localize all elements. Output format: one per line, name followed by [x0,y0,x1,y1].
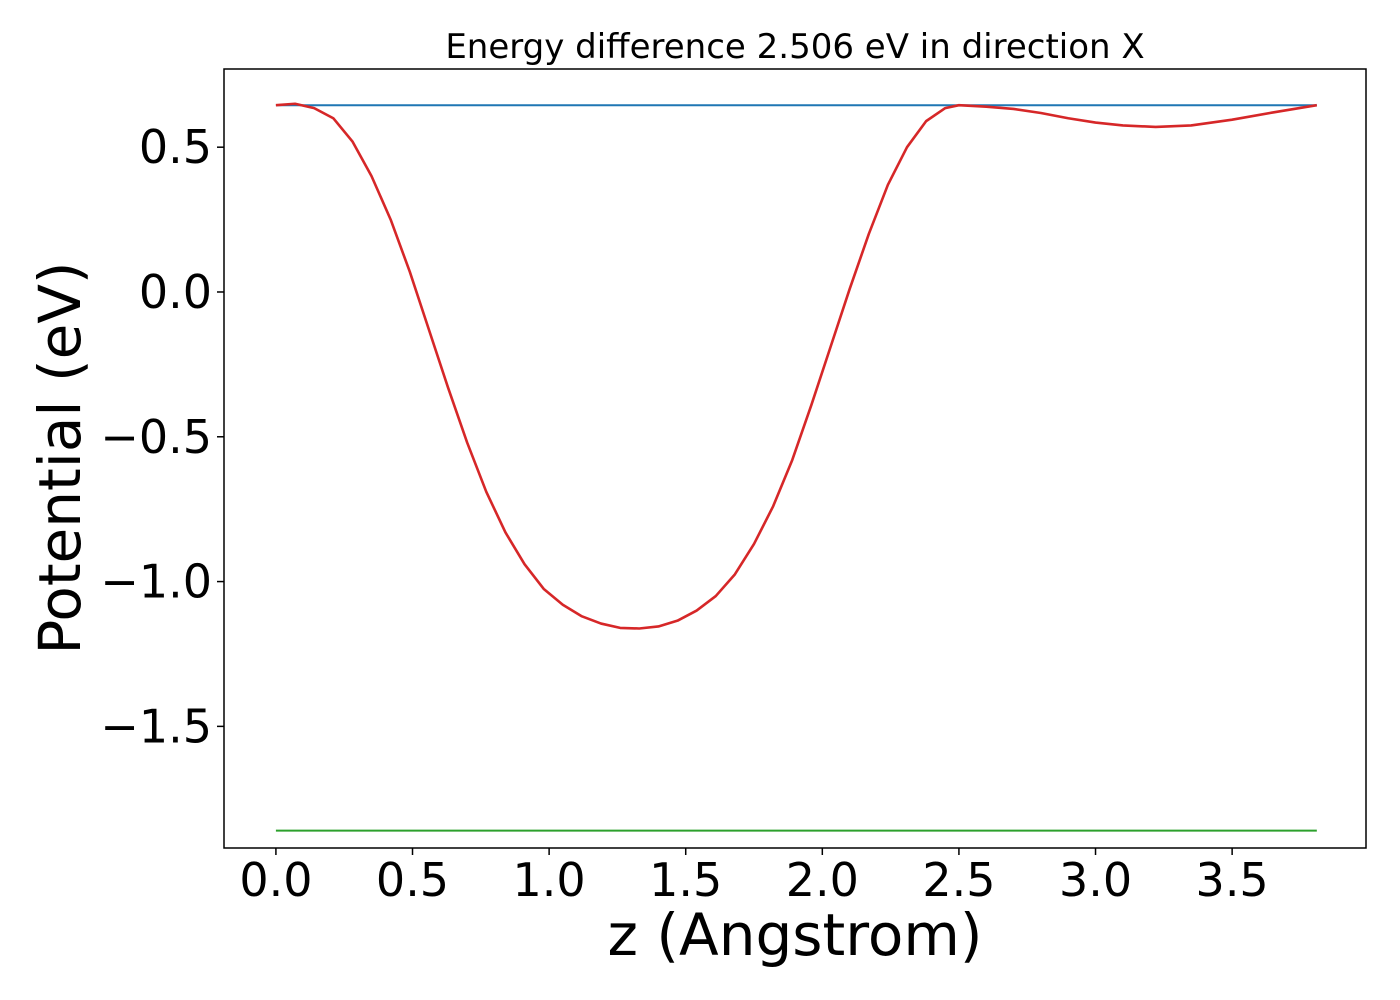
x-ticks: 0.0 0.5 1.0 1.5 2.0 2.5 3.0 3.5 [239,848,1269,907]
plot-area-frame [223,68,1367,849]
y-axis-label: Potential (eV) [26,261,94,654]
x-tick-label: 3.5 [1196,853,1269,907]
x-axis-label: z (Angstrom) [608,901,983,969]
x-tick-label: 1.5 [649,853,722,907]
y-tick-label: −1.5 [100,699,212,753]
chart-title: Energy difference 2.506 eV in direction … [445,27,1144,67]
x-tick-label: 0.0 [239,853,312,907]
x-tick-label: 2.0 [786,853,859,907]
x-tick-label: 3.0 [1059,853,1132,907]
y-ticks: 0.5 0.0 −0.5 −1.0 −1.5 [100,120,224,753]
series-layer [275,102,1318,832]
y-tick-label: −0.5 [100,410,212,464]
series-line-red [275,102,1318,630]
x-tick-label: 0.5 [376,853,449,907]
y-tick-label: 0.0 [139,265,212,319]
x-tick-label: 2.5 [922,853,995,907]
x-tick-label: 1.0 [513,853,586,907]
y-tick-label: −1.0 [100,555,212,609]
y-tick-label: 0.5 [139,120,212,174]
